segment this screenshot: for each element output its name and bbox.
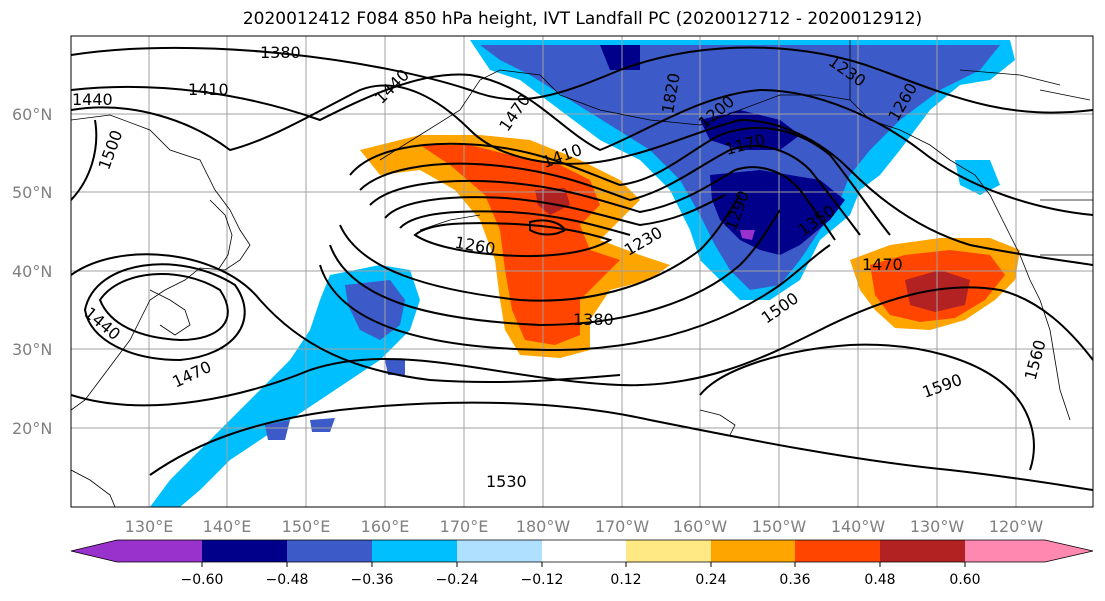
contour-label: 1380 <box>260 43 301 62</box>
colorbar-tick-label: −0.60 <box>181 572 224 588</box>
colorbar-tick-label: −0.36 <box>351 572 394 588</box>
contour-label: 1410 <box>188 80 229 99</box>
contour-label: 1530 <box>486 472 527 491</box>
colorbar-tick-label: −0.24 <box>436 572 479 588</box>
contour-label: 1380 <box>573 310 614 329</box>
colorbar-segment <box>542 540 626 562</box>
colorbar-segment <box>287 540 372 562</box>
colorbar-segment <box>795 540 880 562</box>
lon-label: 130°W <box>910 517 965 536</box>
colorbar-segment <box>711 540 795 562</box>
lat-label: 30°N <box>12 340 52 359</box>
contour-label: 1440 <box>72 90 113 109</box>
colorbar-max-arrow <box>1045 540 1093 562</box>
lat-label: 40°N <box>12 262 52 281</box>
colorbar-segment <box>457 540 542 562</box>
lat-label: 20°N <box>12 419 52 438</box>
lon-label: 130°E <box>125 517 174 536</box>
height-contours <box>71 46 1093 491</box>
lon-label: 160°W <box>673 517 728 536</box>
longitude-labels: 130°E 140°E 150°E 160°E 170°E 180°W 170°… <box>125 517 1044 536</box>
colorbar-outline <box>70 539 1094 563</box>
colorbar-tick-label: −0.48 <box>266 572 309 588</box>
colorbar-tick-label: 0.24 <box>695 572 726 588</box>
lon-label: 150°E <box>282 517 331 536</box>
lon-label: 180°W <box>516 517 571 536</box>
contour-label: 1470 <box>862 255 903 274</box>
ivt-negative-shading <box>150 40 1015 507</box>
colorbar-segment <box>965 540 1045 562</box>
colorbar-tick-label: 0.36 <box>779 572 810 588</box>
colorbar-tick-label: 0.60 <box>949 572 980 588</box>
colorbar-min-arrow <box>71 540 117 562</box>
colorbar-tick-label: 0.48 <box>864 572 895 588</box>
colorbar-segment <box>202 540 287 562</box>
lat-label: 60°N <box>12 105 52 124</box>
lon-label: 170°E <box>440 517 489 536</box>
latitude-labels: 60°N 50°N 40°N 30°N 20°N <box>12 105 52 438</box>
ivt-positive-shading <box>360 135 1020 358</box>
lon-label: 160°E <box>361 517 410 536</box>
colorbar-tick-label: 0.12 <box>610 572 641 588</box>
lat-label: 50°N <box>12 183 52 202</box>
colorbar-segment <box>880 540 965 562</box>
colorbar-segment <box>372 540 457 562</box>
lon-label: 150°W <box>752 517 807 536</box>
map-title: 2020012412 F084 850 hPa height, IVT Land… <box>242 9 923 29</box>
colorbar: −0.60 −0.48 −0.36 −0.24 −0.12 0.12 0.24 … <box>70 539 1094 588</box>
lon-label: 140°W <box>831 517 886 536</box>
colorbar-segment <box>626 540 711 562</box>
colorbar-segment <box>117 540 202 562</box>
map-frame <box>70 35 1094 508</box>
lon-label: 170°W <box>595 517 650 536</box>
lon-label: 140°E <box>203 517 252 536</box>
colorbar-tick-label: −0.12 <box>521 572 564 588</box>
lon-label: 120°W <box>989 517 1044 536</box>
